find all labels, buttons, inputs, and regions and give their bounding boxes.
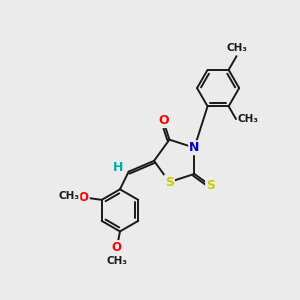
Text: CH₃: CH₃: [106, 256, 128, 266]
Text: CH₃: CH₃: [238, 114, 259, 124]
Text: CH₃: CH₃: [59, 191, 80, 201]
Text: S: S: [165, 176, 174, 188]
Text: H: H: [112, 161, 123, 175]
Text: N: N: [189, 141, 200, 154]
Text: O: O: [112, 241, 122, 254]
Text: O: O: [79, 191, 89, 204]
Text: O: O: [158, 114, 169, 127]
Text: CH₃: CH₃: [226, 43, 247, 53]
Text: S: S: [206, 179, 215, 192]
